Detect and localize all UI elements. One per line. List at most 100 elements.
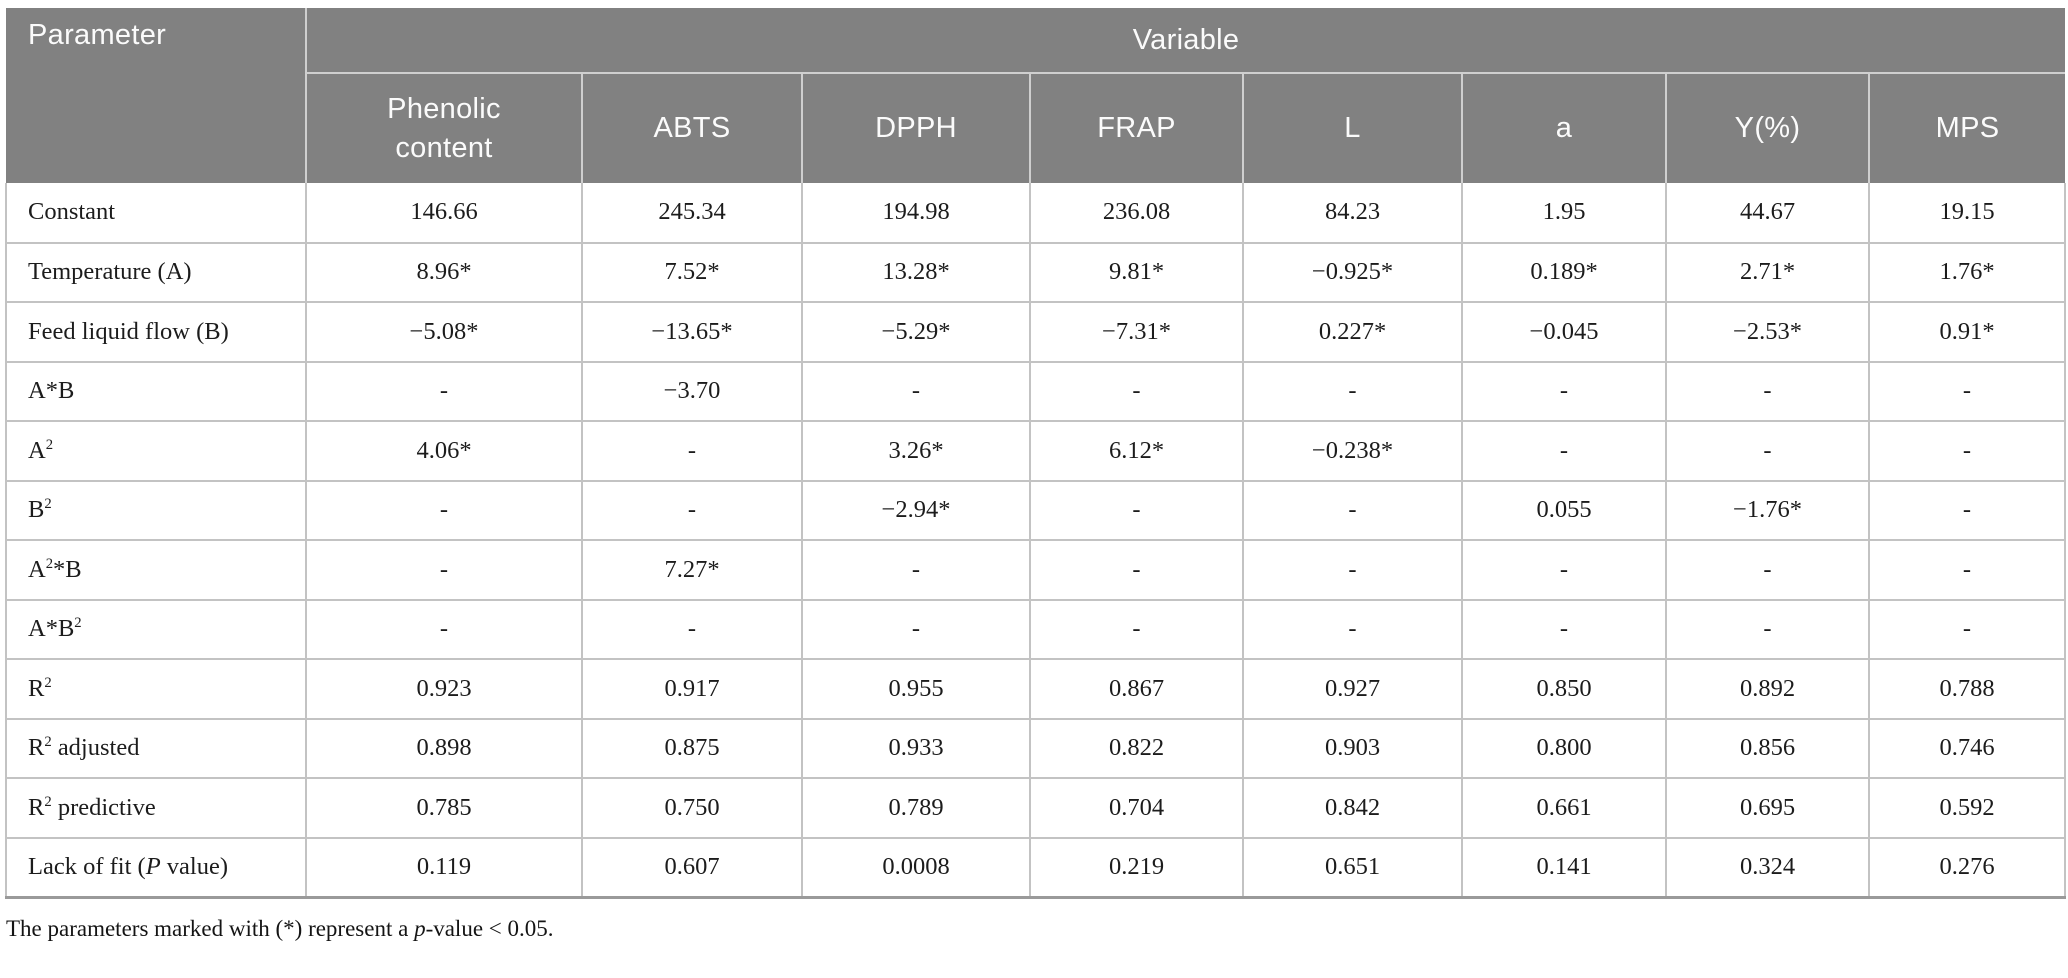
row-cell: - (1461, 598, 1667, 660)
row-cell: 0.607 (581, 836, 803, 899)
row-cell: - (1867, 598, 2067, 660)
row-cell: 0.822 (1029, 717, 1244, 779)
row-cell: −0.925* (1242, 241, 1463, 303)
table-row: A2 4.06* -3.26* 6.12* −0.238* - - - (5, 420, 2067, 482)
row-cell: −13.65* (581, 301, 803, 363)
row-cell: - (581, 598, 803, 660)
row-cell: 3.26* (801, 420, 1031, 482)
row-parameter-label: Temperature (A) (5, 241, 307, 303)
row-cell: −1.76* (1665, 479, 1870, 541)
header-row-variable: Parameter Variable (6, 8, 2066, 183)
column-header: ABTS (581, 73, 802, 183)
row-cell: 0.892 (1665, 658, 1870, 720)
row-cell: 0.785 (305, 777, 583, 839)
row-cell: −2.94* (801, 479, 1031, 541)
row-cell: 0.867 (1029, 658, 1244, 720)
table-row: B2 - - −2.94* - -0.055 −1.76* - (5, 479, 2067, 541)
row-parameter-label: A*B2 (5, 598, 307, 660)
parameter-column-header: Parameter (6, 8, 307, 183)
column-header: Y(%) (1665, 73, 1869, 183)
row-cell: 0.955 (801, 658, 1031, 720)
table-row: A2*B -7.27* - - - - - - (5, 539, 2067, 601)
row-cell: - (305, 539, 583, 601)
row-parameter-label: Feed liquid flow (B) (5, 301, 307, 363)
row-cell: - (1242, 539, 1463, 601)
row-parameter-label: B2 (5, 479, 307, 541)
row-cell: 0.788 (1867, 658, 2067, 720)
row-cell: 0.800 (1461, 717, 1667, 779)
row-parameter-label: R2 predictive (5, 777, 307, 839)
row-cell: 0.923 (305, 658, 583, 720)
row-cell: 0.704 (1029, 777, 1244, 839)
row-cell: 0.695 (1665, 777, 1870, 839)
row-cell: - (1242, 360, 1463, 422)
row-cell: 0.746 (1867, 717, 2067, 779)
row-cell: 0.141 (1461, 836, 1667, 899)
row-cell: 0.0008 (801, 836, 1031, 899)
row-cell: 0.661 (1461, 777, 1667, 839)
row-cell: - (1867, 479, 2067, 541)
row-cell: - (1029, 360, 1244, 422)
column-header: Phenolic content (305, 73, 582, 183)
row-parameter-label: Constant (5, 183, 307, 244)
row-cell: 0.592 (1867, 777, 2067, 839)
row-cell: 1.76* (1867, 241, 2067, 303)
row-cell: 0.189* (1461, 241, 1667, 303)
row-cell: 146.66 (305, 183, 583, 244)
table-row: Lack of fit (P value) 0.119 0.607 0.0008 0.… (5, 836, 2067, 899)
row-cell: - (1867, 360, 2067, 422)
row-cell: 0.898 (305, 717, 583, 779)
row-cell: - (801, 360, 1031, 422)
table-row: A*B2 -------- (5, 598, 2067, 660)
row-cell: - (1867, 420, 2067, 482)
row-cell: −5.08* (305, 301, 583, 363)
row-cell: 8.96* (305, 241, 583, 303)
row-cell: 13.28* (801, 241, 1031, 303)
row-cell: 0.651 (1242, 836, 1463, 899)
row-cell: - (1665, 420, 1870, 482)
row-cell: 0.856 (1665, 717, 1870, 779)
row-cell: 9.81* (1029, 241, 1244, 303)
regression-coefficients-table: Parameter Variable Phenolic content ABTS D… (5, 8, 2067, 899)
row-cell: - (801, 539, 1031, 601)
row-cell: - (305, 479, 583, 541)
row-cell: 0.055 (1461, 479, 1667, 541)
column-header: L (1242, 73, 1462, 183)
row-cell: - (1461, 360, 1667, 422)
table-row: Constant 146.66 245.34 194.98 236.08 84.23 1.… (5, 183, 2067, 244)
row-cell: - (1665, 598, 1870, 660)
table-row: R2 adjusted 0.898 0.875 0.933 0.822 0.903 0.8… (5, 717, 2067, 779)
row-cell: - (1461, 420, 1667, 482)
row-cell: 0.933 (801, 717, 1031, 779)
row-cell: - (581, 420, 803, 482)
row-cell: 0.917 (581, 658, 803, 720)
row-cell: 0.119 (305, 836, 583, 899)
row-cell: - (1461, 539, 1667, 601)
row-cell: 0.227* (1242, 301, 1463, 363)
column-header: MPS (1867, 73, 2066, 183)
row-cell: - (1867, 539, 2067, 601)
row-cell: - (305, 598, 583, 660)
table-row: Feed liquid flow (B) −5.08* −13.65* −5.29*… (5, 301, 2067, 363)
row-cell: - (1029, 479, 1244, 541)
row-cell: - (581, 479, 803, 541)
row-cell: −7.31* (1029, 301, 1244, 363)
row-cell: 236.08 (1029, 183, 1244, 244)
table-row: Temperature (A) 8.96* 7.52* 13.28* 9.81* −0.… (5, 241, 2067, 303)
row-cell: 44.67 (1665, 183, 1870, 244)
row-cell: - (1665, 360, 1870, 422)
row-cell: 194.98 (801, 183, 1031, 244)
row-cell: 0.91* (1867, 301, 2067, 363)
row-cell: −3.70 (581, 360, 803, 422)
row-parameter-label: Lack of fit (P value) (5, 836, 307, 899)
column-header: DPPH (801, 73, 1030, 183)
row-cell: −0.045 (1461, 301, 1667, 363)
row-cell: 6.12* (1029, 420, 1244, 482)
row-cell: 0.875 (581, 717, 803, 779)
row-parameter-label: A*B (5, 360, 307, 422)
row-cell: 4.06* (305, 420, 583, 482)
row-cell: - (305, 360, 583, 422)
row-cell: - (1029, 598, 1244, 660)
row-cell: - (1029, 539, 1244, 601)
